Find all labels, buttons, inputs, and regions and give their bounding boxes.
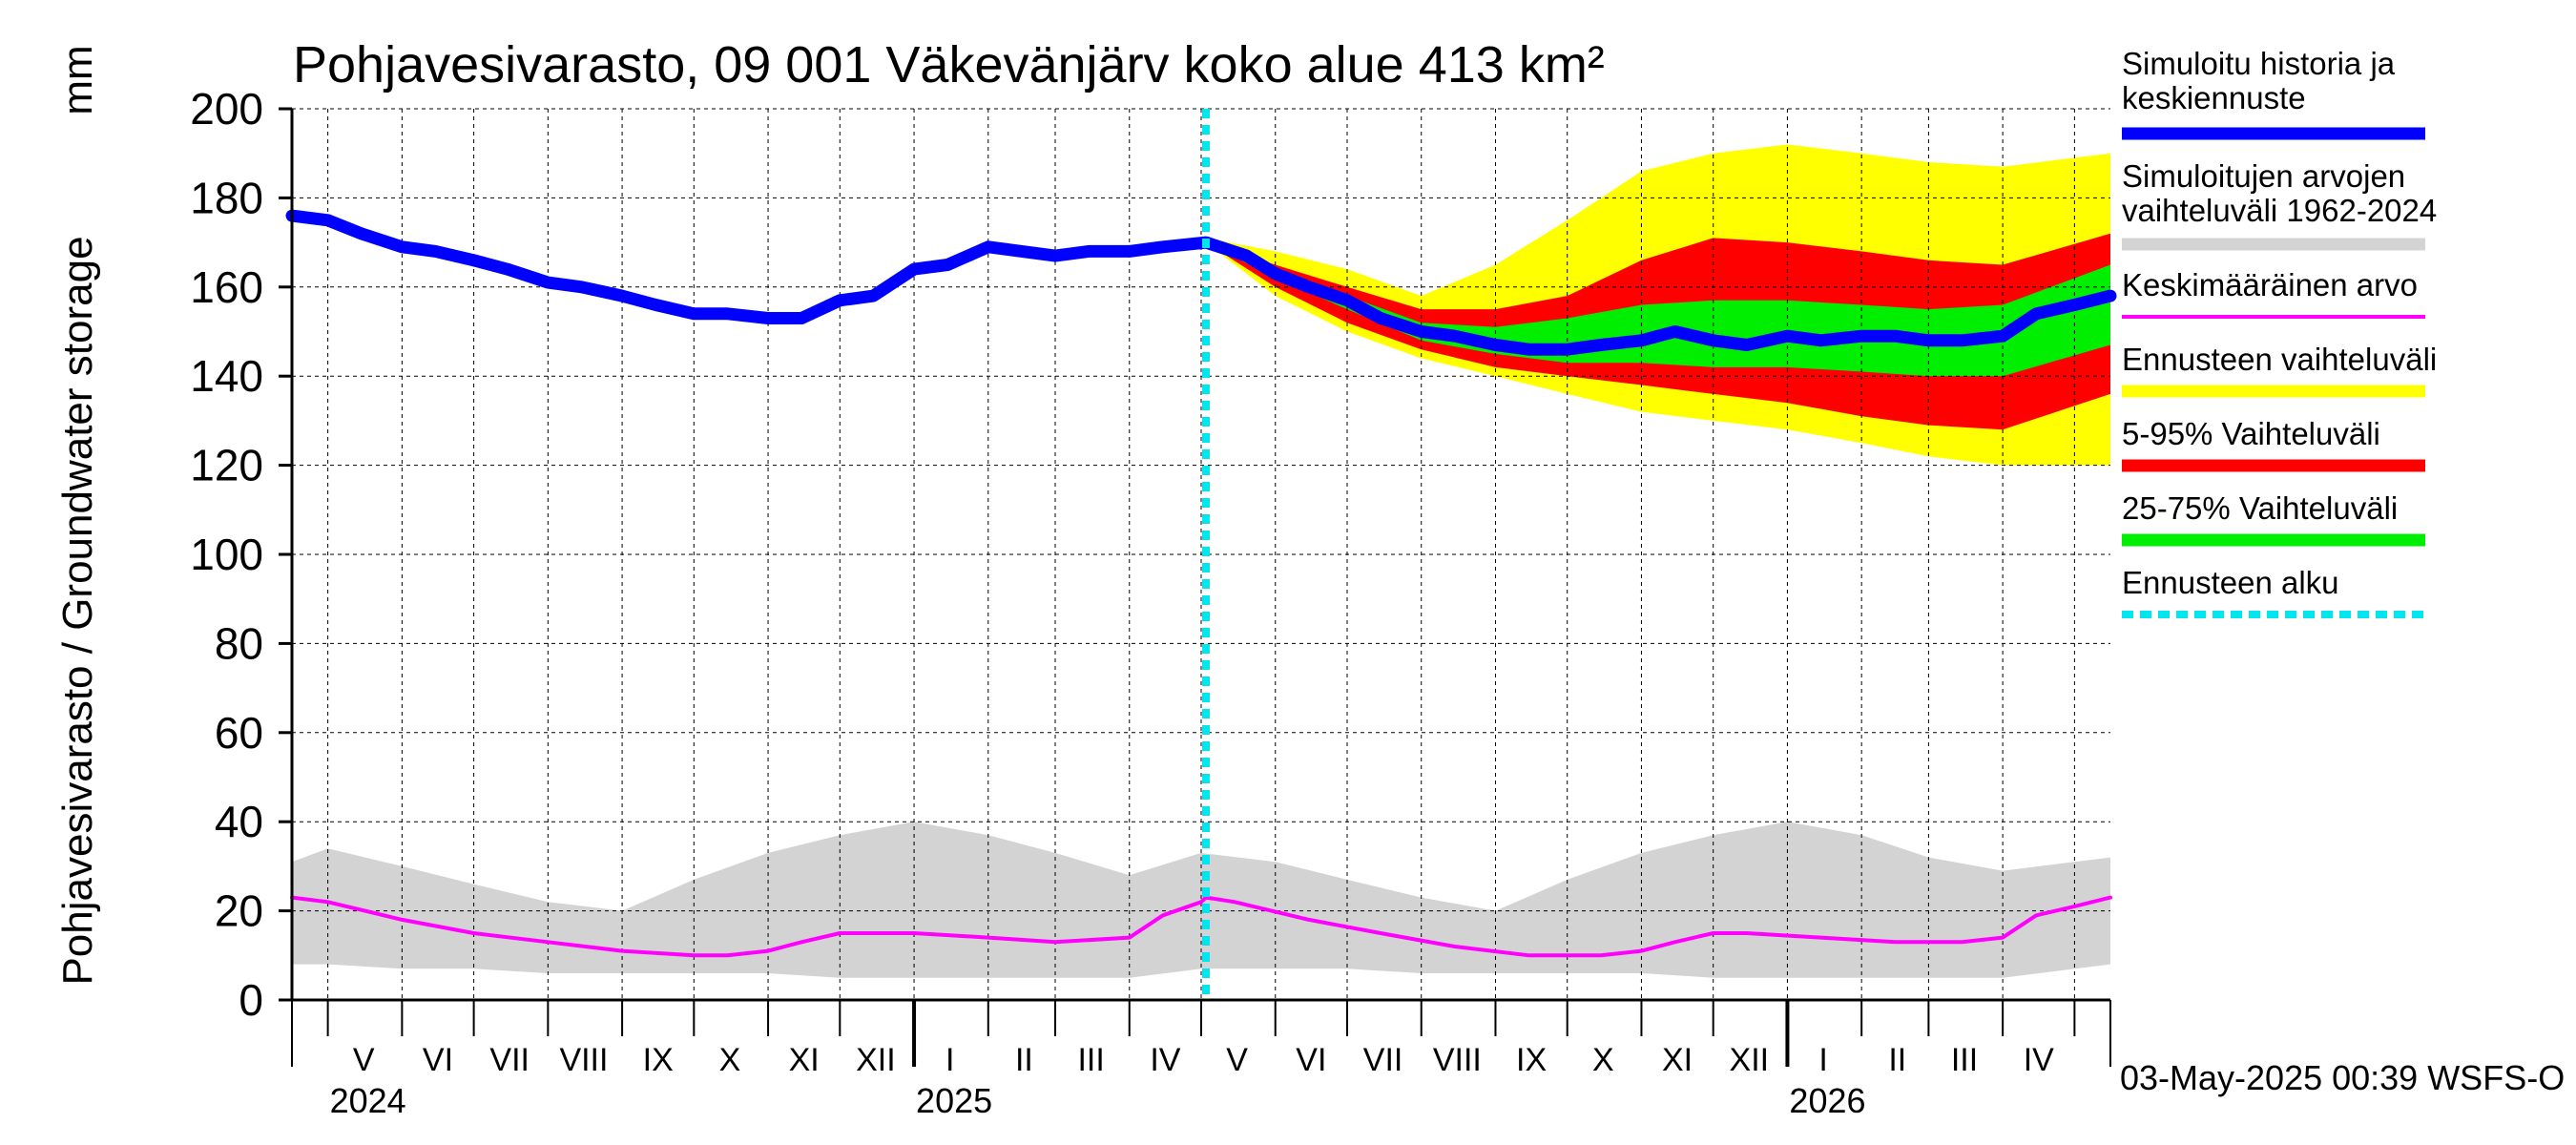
- year-label: 2024: [330, 1081, 406, 1120]
- year-label: 2025: [916, 1081, 992, 1120]
- month-label: VI: [423, 1042, 453, 1078]
- y-axis-label: Pohjavesivarasto / Groundwater storage: [54, 236, 101, 985]
- month-label: X: [1592, 1042, 1614, 1078]
- y-tick-label: 40: [215, 797, 263, 846]
- y-tick-label: 160: [190, 262, 263, 312]
- legend-item: Ennusteen alku: [2122, 565, 2425, 618]
- month-label: IX: [1516, 1042, 1547, 1078]
- legend-item: 5-95% Vaihteluväli: [2122, 416, 2425, 472]
- y-tick-label: 60: [215, 708, 263, 758]
- month-label: XII: [1730, 1042, 1770, 1078]
- legend: Simuloitu historia jakeskiennusteSimuloi…: [2122, 46, 2437, 618]
- legend-item: Keskimääräinen arvo: [2122, 267, 2425, 319]
- legend-label: Simuloitu historia ja: [2122, 46, 2396, 81]
- y-tick-label: 20: [215, 886, 263, 936]
- chart-title: Pohjavesivarasto, 09 001 Väkevänjärv kok…: [293, 36, 1605, 94]
- y-tick-label: 100: [190, 530, 263, 579]
- month-label: XI: [1662, 1042, 1693, 1078]
- legend-label: Ennusteen vaihteluväli: [2122, 342, 2437, 377]
- month-label: V: [353, 1042, 375, 1078]
- month-label: VIII: [559, 1042, 608, 1078]
- month-label: X: [719, 1042, 741, 1078]
- month-label: III: [1951, 1042, 1978, 1078]
- month-label: VIII: [1433, 1042, 1482, 1078]
- legend-label: Keskimääräinen arvo: [2122, 267, 2418, 302]
- y-tick-label: 200: [190, 84, 263, 134]
- legend-label: 5-95% Vaihteluväli: [2122, 416, 2380, 451]
- legend-label: Ennusteen alku: [2122, 565, 2339, 600]
- month-label: I: [1818, 1042, 1827, 1078]
- month-label: I: [945, 1042, 954, 1078]
- legend-label: 25-75% Vaihteluväli: [2122, 490, 2398, 526]
- y-tick-label: 140: [190, 351, 263, 401]
- y-tick-label: 120: [190, 441, 263, 490]
- legend-item: 25-75% Vaihteluväli: [2122, 490, 2425, 547]
- range-25-75-band: [1206, 242, 2110, 377]
- year-label: 2026: [1789, 1081, 1865, 1120]
- y-tick-label: 180: [190, 173, 263, 222]
- y-tick-label: 0: [239, 975, 263, 1025]
- month-label: V: [1226, 1042, 1248, 1078]
- grid-layer: [292, 108, 2110, 1000]
- mean-line: [290, 895, 2112, 958]
- month-label: II: [1888, 1042, 1906, 1078]
- month-label: XII: [856, 1042, 896, 1078]
- month-label: II: [1015, 1042, 1033, 1078]
- month-label: VI: [1296, 1042, 1326, 1078]
- legend-label: Simuloitujen arvojen: [2122, 158, 2405, 194]
- legend-label: keskiennuste: [2122, 80, 2306, 115]
- month-label: VII: [489, 1042, 530, 1078]
- y-axis-unit: mm: [54, 45, 101, 114]
- month-label: VII: [1363, 1042, 1403, 1078]
- legend-label: vaihteluväli 1962-2024: [2122, 193, 2437, 228]
- y-tick-label: 80: [215, 618, 263, 668]
- month-label: IX: [643, 1042, 674, 1078]
- month-label: XI: [789, 1042, 820, 1078]
- footer-timestamp: 03-May-2025 00:39 WSFS-O: [2120, 1058, 2565, 1097]
- line-layer: [285, 109, 2117, 1000]
- month-label: IV: [2024, 1042, 2054, 1078]
- month-label: III: [1077, 1042, 1104, 1078]
- month-label: IV: [1150, 1042, 1180, 1078]
- legend-item: Ennusteen vaihteluväli: [2122, 342, 2437, 398]
